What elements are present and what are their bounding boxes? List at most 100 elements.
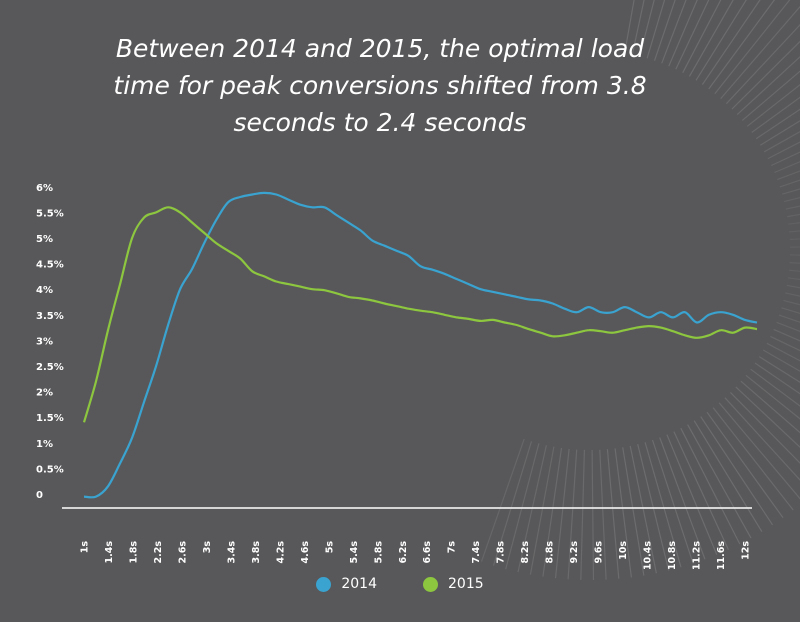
- decorative-arc-stroke: [622, 447, 645, 576]
- y-tick-label: 5.5%: [36, 208, 64, 219]
- decorative-arc-stroke: [661, 0, 687, 64]
- decorative-arc-stroke: [673, 431, 729, 550]
- decorative-arc-stroke: [773, 328, 800, 342]
- decorative-arc-stroke: [542, 447, 563, 577]
- decorative-arc-stroke: [700, 416, 774, 526]
- decorative-arc-stroke: [785, 292, 800, 297]
- x-tick-label: 3.4s: [226, 541, 237, 564]
- decorative-arc-stroke: [788, 269, 800, 272]
- x-tick-label: 11.2s: [692, 541, 703, 570]
- x-tick-label: 5.8s: [373, 541, 384, 564]
- decorative-arc-stroke: [754, 362, 800, 395]
- decorative-arc-stroke: [776, 321, 800, 333]
- decorative-arc-stroke: [712, 407, 794, 511]
- decorative-arc-stroke: [714, 0, 791, 95]
- decorative-arc-stroke: [631, 0, 645, 55]
- decorative-arc-stroke: [708, 0, 776, 90]
- decorative-arc-stroke: [745, 374, 800, 420]
- decorative-arc-stroke: [492, 441, 533, 566]
- x-tick-label: 1.4s: [104, 541, 115, 564]
- decorative-arc-stroke: [746, 83, 800, 127]
- chart-title-line-3: seconds to 2.4 seconds: [233, 108, 527, 137]
- x-tick-label: 9.6s: [594, 541, 605, 564]
- decorative-arc-stroke: [758, 356, 800, 383]
- y-tick-label: 4%: [36, 285, 53, 296]
- x-tick-label: 5.4s: [349, 541, 360, 564]
- decorative-arc-stroke: [789, 238, 800, 241]
- series-line-2015: [82, 206, 758, 423]
- decorative-arc-stroke: [695, 0, 747, 81]
- decorative-arc-stroke: [776, 170, 800, 181]
- decorative-arc-stroke: [529, 446, 555, 575]
- y-tick-label: 6%: [36, 183, 53, 194]
- x-tick-label: 4.2s: [275, 541, 286, 564]
- decorative-arc-stroke: [783, 197, 800, 203]
- decorative-arc-stroke: [580, 449, 585, 580]
- y-tick-label: 5%: [36, 234, 53, 245]
- y-tick-label: 1%: [36, 439, 53, 450]
- decorative-arc-stroke: [786, 284, 800, 289]
- x-tick-label: 7.4s: [471, 541, 482, 564]
- decorative-arc-stroke: [762, 349, 800, 372]
- decorative-arc-stroke: [706, 411, 784, 519]
- legend-dot-2014: [316, 576, 332, 592]
- legend-label-2014: 2014: [341, 576, 377, 592]
- decorative-arc-stroke: [771, 151, 800, 167]
- decorative-arc-stroke: [789, 246, 800, 248]
- decorative-arc-stroke: [646, 0, 666, 59]
- decorative-arc-stroke: [724, 397, 800, 481]
- y-tick-label: 0: [36, 490, 43, 501]
- decorative-arc-stroke: [751, 96, 800, 133]
- legend-item-2015: 2015: [423, 576, 484, 592]
- decorative-arc-stroke: [554, 448, 570, 579]
- decorative-arc-stroke: [767, 141, 800, 160]
- x-tick-label: 7.8s: [496, 541, 507, 564]
- x-tick-label: 7s: [447, 541, 458, 554]
- decorative-arc-stroke: [651, 439, 694, 564]
- decorative-arc-stroke: [755, 108, 800, 140]
- y-tick-label: 2.5%: [36, 362, 64, 373]
- decorative-arc-stroke: [770, 335, 800, 352]
- decorative-arc-stroke: [659, 437, 706, 560]
- decorative-arc-stroke: [480, 438, 525, 562]
- decorative-arc-stroke: [750, 368, 800, 407]
- decorative-arc-stroke: [653, 0, 676, 61]
- decorative-arc-stroke: [774, 161, 800, 174]
- decorative-arc-stroke: [644, 442, 682, 568]
- x-tick-label: 5s: [324, 541, 335, 554]
- decorative-arc-stroke: [731, 40, 800, 110]
- y-tick-label: 2%: [36, 388, 53, 399]
- y-tick-label: 3%: [36, 336, 53, 347]
- x-tick-label: 6.2s: [398, 541, 409, 564]
- x-tick-label: 12s: [741, 541, 752, 560]
- decorative-arc-stroke: [693, 420, 763, 533]
- y-axis: 0 0.5% 1% 1.5% 2% 2.5% 3% 3.5% 4% 4.5% 5% 5.5% 6%: [36, 183, 64, 501]
- y-tick-label: 3.5%: [36, 311, 64, 322]
- x-tick-label: 2.6s: [177, 541, 188, 564]
- decorative-arc-stroke: [736, 56, 800, 116]
- x-tick-label: 10s: [618, 541, 629, 560]
- y-tick-label: 0.5%: [36, 464, 64, 475]
- decorative-arc-stroke: [505, 443, 540, 570]
- decorative-arc-stroke: [789, 254, 800, 256]
- decorative-arc-stroke: [759, 120, 800, 146]
- decorative-arc-stroke: [675, 0, 710, 70]
- legend: 2014 2015: [0, 576, 800, 592]
- decorative-arc-stroke: [688, 0, 734, 77]
- x-tick-label: 6.6s: [422, 541, 433, 564]
- x-tick-label: 9.2s: [569, 541, 580, 564]
- legend-dot-2015: [423, 576, 438, 592]
- decorative-arc-stroke: [720, 5, 800, 99]
- x-axis: 1s 1.4s 1.8s 2.2s 2.6s 3s 3.4s 3.8s 4.2s 4.6s 5s 5.…: [80, 541, 752, 570]
- decorative-arc: [480, 0, 800, 581]
- decorative-arc-stroke: [682, 0, 722, 74]
- decorative-arc-stroke: [740, 380, 800, 434]
- decorative-arc-stroke: [789, 262, 800, 264]
- y-tick-label: 1.5%: [36, 413, 64, 424]
- x-tick-label: 10.4s: [643, 541, 654, 570]
- decorative-arc-stroke: [687, 424, 752, 539]
- decorative-arc-stroke: [591, 449, 595, 581]
- decorative-arc-stroke: [718, 402, 800, 500]
- x-tick-label: 8.2s: [520, 541, 531, 564]
